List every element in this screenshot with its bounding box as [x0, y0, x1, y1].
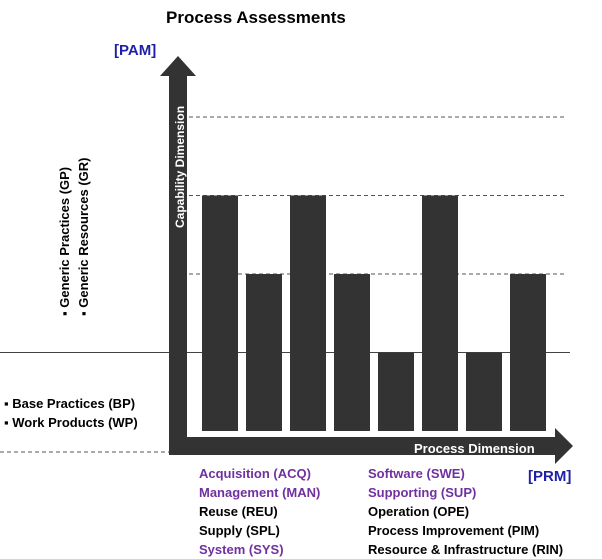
process-dimension-label: Process Dimension [414, 441, 535, 456]
base-item: ▪ Base Practices (BP) [4, 396, 136, 411]
base-item: ▪ Work Products (WP) [4, 415, 138, 430]
generic-items-list: ▪ Generic Practices (GP) ▪ Generic Resou… [55, 157, 93, 316]
process-groups-column-1: Acquisition (ACQ) Management (MAN) Reuse… [199, 464, 320, 559]
process-group-label: Operation (OPE) [368, 504, 470, 519]
capability-axis-arrowhead [160, 56, 196, 76]
prm-label: [PRM] [528, 468, 572, 485]
process-capability-bar [378, 352, 414, 431]
base-items-list: ▪ Base Practices (BP) ▪ Work Products (W… [4, 394, 138, 432]
pam-label: [PAM] [114, 42, 157, 59]
process-group-label: Management (MAN) [199, 485, 321, 500]
process-group-label: Supply (SPL) [199, 523, 280, 538]
process-capability-bar [466, 352, 502, 431]
process-groups-column-2: Software (SWE) Supporting (SUP) Operatio… [368, 464, 563, 559]
process-group-label: Acquisition (ACQ) [199, 466, 311, 481]
process-capability-bar [510, 274, 546, 431]
capability-axis [169, 70, 187, 455]
chart-title: Process Assessments [166, 8, 346, 27]
process-axis [169, 437, 561, 455]
process-group-label: System (SYS) [199, 542, 284, 557]
generic-item: ▪ Generic Resources (GR) [76, 157, 91, 316]
process-axis-arrowhead [555, 428, 573, 464]
process-capability-bar [202, 195, 238, 431]
process-capability-bar [290, 195, 326, 431]
capability-dimension-label: Capability Dimension [173, 105, 187, 228]
process-capability-bar [422, 195, 458, 431]
process-group-label: Process Improvement (PIM) [368, 523, 540, 538]
process-group-label: Resource & Infrastructure (RIN) [368, 542, 564, 557]
process-group-label: Reuse (REU) [199, 504, 278, 519]
generic-item: ▪ Generic Practices (GP) [57, 166, 72, 316]
process-capability-bar [246, 274, 282, 431]
process-group-label: Supporting (SUP) [368, 485, 477, 500]
process-group-label: Software (SWE) [368, 466, 465, 481]
process-capability-bar [334, 274, 370, 431]
